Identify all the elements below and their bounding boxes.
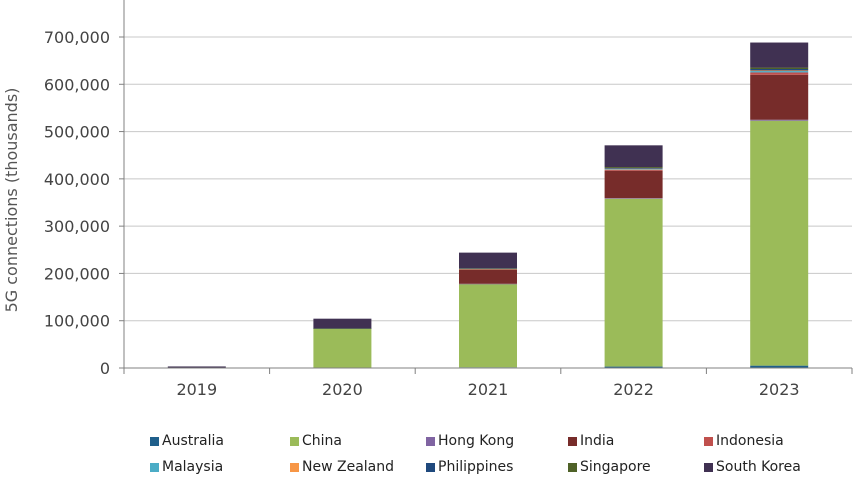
y-tick-label: 0 — [100, 359, 110, 378]
legend-swatch — [568, 436, 577, 446]
x-tick-label: 2022 — [613, 380, 654, 399]
bar-segment — [604, 170, 663, 199]
x-tick-label: 2023 — [759, 380, 800, 399]
bar-segment — [313, 328, 372, 368]
bar-segment — [750, 119, 809, 121]
legend-swatch — [290, 462, 299, 472]
legend-item: Malaysia — [150, 454, 290, 480]
bar-segment — [604, 198, 663, 199]
bar-segment — [459, 268, 517, 270]
bar-segment — [459, 268, 517, 270]
legend-swatch — [150, 436, 159, 446]
gridlines — [124, 36, 852, 322]
y-tick-label: 200,000 — [44, 264, 110, 283]
y-tick-label: 700,000 — [44, 28, 110, 47]
legend-swatch — [426, 436, 435, 446]
y-tick-label: 300,000 — [44, 217, 110, 236]
legend-label: Indonesia — [716, 433, 784, 449]
bar-segment — [459, 283, 517, 285]
bar-segment — [604, 169, 663, 170]
bar-segment — [313, 328, 372, 329]
legend-label: South Korea — [716, 459, 801, 475]
bar-segment — [750, 72, 809, 75]
bar-segment — [750, 71, 809, 73]
bar-segment — [750, 365, 809, 368]
bar-segment — [750, 74, 809, 120]
bars — [167, 42, 809, 369]
y-tick-label: 600,000 — [44, 75, 110, 94]
bar-segment — [750, 67, 809, 70]
legend-label: New Zealand — [302, 459, 394, 475]
bar-segment — [604, 168, 663, 170]
x-tick-labels: 2019 2020 2021 2022 2023 — [176, 380, 799, 399]
legend-item: Philippines — [426, 454, 568, 480]
legend-item: Hong Kong — [426, 428, 568, 454]
y-tick-labels: 0 100,000 200,000 300,000 400,000 500,000 600,… — [44, 28, 110, 378]
legend-label: Singapore — [580, 459, 651, 475]
bar-segment — [750, 69, 809, 71]
bar-segment — [604, 145, 663, 168]
axes — [119, 0, 853, 374]
legend-item: China — [290, 428, 426, 454]
bar-segment — [459, 268, 517, 269]
legend-item: India — [568, 428, 704, 454]
y-axis-label: 5G connections (thousands) — [2, 88, 21, 313]
legend-item: South Korea — [704, 454, 844, 480]
legend-swatch — [290, 436, 299, 446]
bar-segment — [750, 42, 809, 68]
bar-segment — [604, 198, 663, 367]
bar-segment — [459, 269, 517, 284]
legend-item: Singapore — [568, 454, 704, 480]
x-tick-label: 2019 — [176, 380, 217, 399]
bar-segment — [750, 120, 809, 366]
legend-label: China — [302, 433, 342, 449]
legend-label: Philippines — [438, 459, 514, 475]
bar-segment — [750, 70, 809, 72]
legend-label: Hong Kong — [438, 433, 515, 449]
bar-segment — [313, 318, 372, 329]
legend-swatch — [704, 462, 713, 472]
bar-segment — [604, 366, 663, 368]
legend-swatch — [426, 462, 435, 472]
bar-segment — [604, 168, 663, 169]
y-tick-label: 500,000 — [44, 123, 110, 142]
bar-segment — [604, 169, 663, 171]
bar-segment — [604, 167, 663, 169]
legend-swatch — [568, 462, 577, 472]
legend-label: India — [580, 433, 615, 449]
bar-segment — [459, 284, 517, 368]
legend-item: Indonesia — [704, 428, 844, 454]
legend-label: Malaysia — [162, 459, 224, 475]
y-tick-label: 400,000 — [44, 170, 110, 189]
bar-segment — [167, 366, 226, 368]
legend-swatch — [704, 436, 713, 446]
x-tick-label: 2021 — [468, 380, 509, 399]
bar-segment — [459, 252, 517, 269]
legend-swatch — [150, 462, 159, 472]
legend: Australia China Hong Kong India Indonesia Mal… — [150, 428, 850, 480]
y-tick-label: 100,000 — [44, 312, 110, 331]
x-tick-label: 2020 — [322, 380, 363, 399]
legend-item: New Zealand — [290, 454, 426, 480]
legend-item: Australia — [150, 428, 290, 454]
legend-label: Australia — [162, 433, 224, 449]
